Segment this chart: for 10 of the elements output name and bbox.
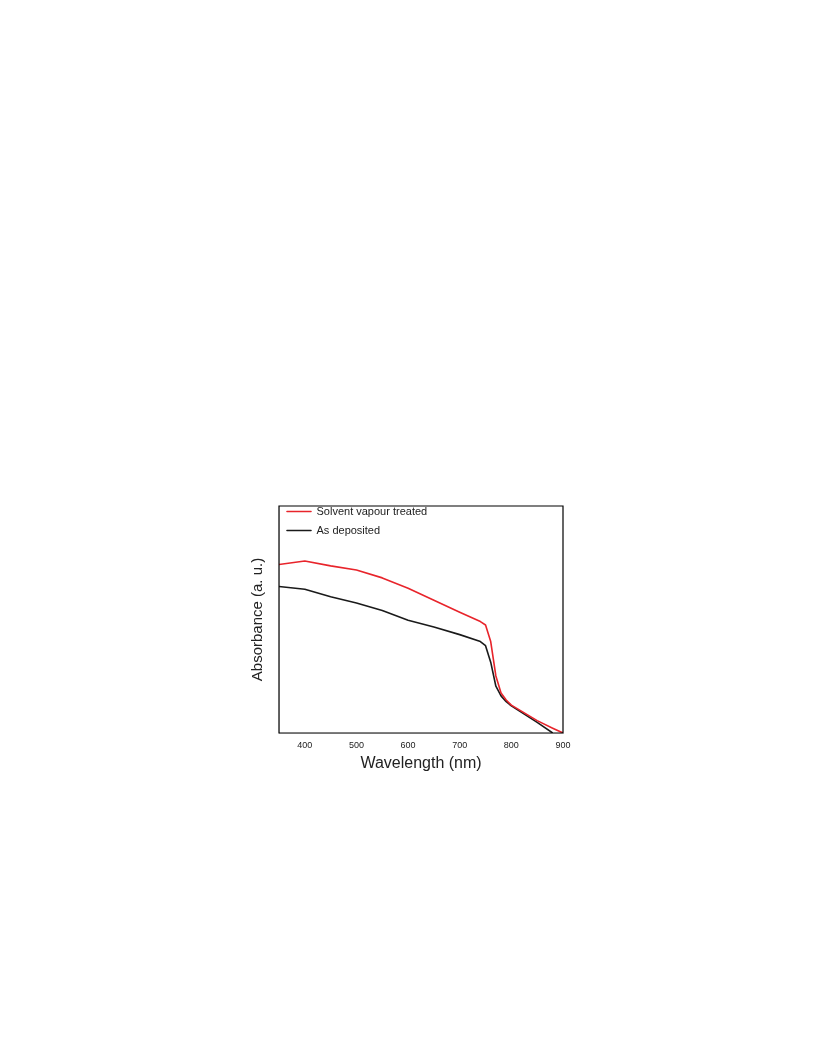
legend-label: As deposited: [316, 523, 381, 536]
x-tick-label: 500: [348, 739, 364, 750]
x-tick-label: 400: [297, 739, 313, 750]
legend-label: Solvent vapour treated: [316, 504, 428, 517]
y-axis-title: Absorbance (a. u.): [248, 557, 266, 682]
x-tick-label: 600: [400, 739, 416, 750]
x-tick-label: 800: [503, 739, 519, 750]
x-tick-label: 900: [555, 739, 571, 750]
x-tick-label: 700: [452, 739, 468, 750]
x-axis-title: Wavelength (nm): [360, 753, 482, 771]
